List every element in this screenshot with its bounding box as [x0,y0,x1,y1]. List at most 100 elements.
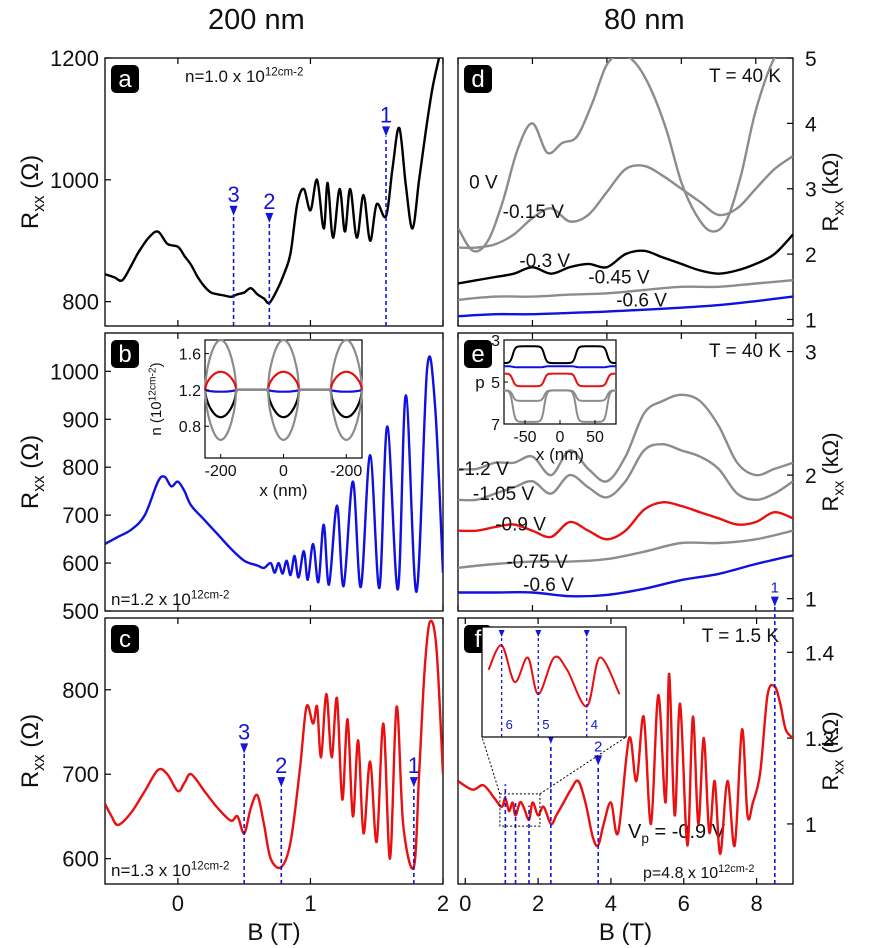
series-line-b-0 [105,355,443,594]
inset-x-tick-label: -50 [513,429,536,446]
y-tick-label: 4 [805,113,817,136]
x-tick-label: 4 [605,891,617,916]
x-tick-label: 0 [459,891,471,916]
inset-curve-1 [203,370,364,392]
panel-frame-d [457,57,794,327]
inset-x-tick-label: 0 [279,463,288,480]
inset-y-tick-label: 1.6 [179,347,201,364]
zoom-connector [481,736,501,795]
series-line-d-4 [458,295,793,318]
marker-label: 2 [275,753,287,778]
y-tick-label: 1000 [50,359,99,384]
inset-b: 0.8 1.2 1.6 -200 0 -200 x (nm) n (1012cm​-2​) [147,338,364,500]
inset-marker-arrow [583,630,590,637]
y-axis-label: Rxx​ (kΩ) [818,432,848,511]
marker-arrow [594,755,603,766]
series-line-e-0 [458,393,793,483]
marker-label: 1 [380,102,392,127]
inset-x-tick-label: 0 [556,429,565,446]
marker-label: 3 [227,182,239,207]
y-tick-label: 1 [805,589,817,612]
y-tick-label: 1.2 [805,728,834,751]
curve-label: -1.2 V [458,459,509,480]
marker-arrow [382,126,391,137]
y-tick-label: 1 [805,309,817,332]
panel-badge [464,340,492,368]
panel-letter: d [471,66,484,93]
y-axis-label: Rxx​ (Ω) [17,714,48,788]
curve-label: -0.45 V [588,268,650,289]
temperature-annotation: T = 1.5 K [702,626,780,647]
inset-frame [503,339,617,425]
marker-arrow [265,212,274,223]
y-tick-label: 900 [62,407,99,432]
inset-marker-label: 5 [542,717,549,732]
y-axis-label: Rxx​ (Ω) [17,155,48,229]
inset-marker-arrow [535,630,542,637]
density-annotation: n=1.3 x 1012cm​-2​ [111,861,229,880]
x-tick-label: 2 [437,891,449,916]
marker-arrow [770,596,779,607]
inset-level-1 [503,365,616,369]
y-tick-label: 3 [805,342,817,365]
marker-arrow [229,205,238,216]
inset-y-tick-label: 0.8 [179,419,201,436]
panel-frame-c [104,617,444,885]
inset-y-tick-label: 3 [491,333,500,350]
x-axis-label: B (T) [599,919,652,946]
header-80nm: 80 nm [604,4,685,36]
inset-x-tick-label: -200 [330,463,362,480]
series-line-e-1 [458,443,793,502]
inset-e: 3 5 7 -50 0 50x (nm) p [475,333,617,464]
header-200nm: 200 nm [208,4,305,36]
panel-badge [111,65,139,93]
curve-label: -0.6 V [523,575,574,596]
y-tick-label: 1200 [50,46,99,71]
y-tick-label: 800 [62,290,99,315]
y-axis-label: Rxx​ (Ω) [17,435,48,509]
panel-badge [464,65,492,93]
temperature-annotation: T = 40 K [709,66,781,87]
series-line-d-3 [458,279,793,302]
panel-badge [111,625,139,653]
panel-b: 500 600 700 800 900 1000 Rxx​ (Ω) b n=1.2 x 1012… [17,332,444,624]
inset-marker-arrow [498,630,505,637]
series-line-d-2 [458,233,793,285]
curve-label: -0.15 V [503,202,565,223]
marker-label: 2 [263,189,275,214]
marker-label: 2 [594,738,602,755]
series-line-c-0 [105,619,443,871]
marker-label: 1 [771,580,779,597]
y-tick-label: 700 [62,762,99,787]
inset-curve-3 [203,388,364,419]
zoom-box [499,793,541,827]
inset-y-tick-label: 5 [491,375,500,392]
y-tick-label: 2 [805,465,817,488]
inset-marker-label: 6 [506,717,513,732]
marker-arrow [409,777,418,788]
series-line-d-0 [458,58,776,253]
inset-frame [481,626,627,738]
y-tick-label: 5 [805,48,817,71]
y-tick-label: 500 [62,599,99,624]
inset-level-0 [503,345,617,365]
y-axis-label: Rxx​ (kΩ) [818,152,848,231]
inset-y-label: p [475,373,484,392]
inset-f: 6 5 4 [481,626,627,827]
panel-letter: f [475,626,482,653]
panel-letter: b [118,341,131,368]
y-tick-label: 1000 [50,168,99,193]
panel-letter: c [119,626,131,653]
y-tick-label: 600 [62,847,99,872]
y-tick-label: 800 [62,455,99,480]
inset-curve-0 [203,338,364,393]
panel-frame-a [104,57,444,327]
series-line-f-0 [458,672,793,856]
series-line-e-4 [458,554,793,598]
inset-marker-label: 4 [591,717,598,732]
panel-e: 1 2 3 Rxx​ (kΩ) e T = 40 K -1.2 V -1.05 V -0.9 V… [457,332,848,612]
inset-curve-4 [203,387,364,441]
inset-level-4 [504,389,616,423]
inset-x-label: x (nm) [536,445,584,464]
